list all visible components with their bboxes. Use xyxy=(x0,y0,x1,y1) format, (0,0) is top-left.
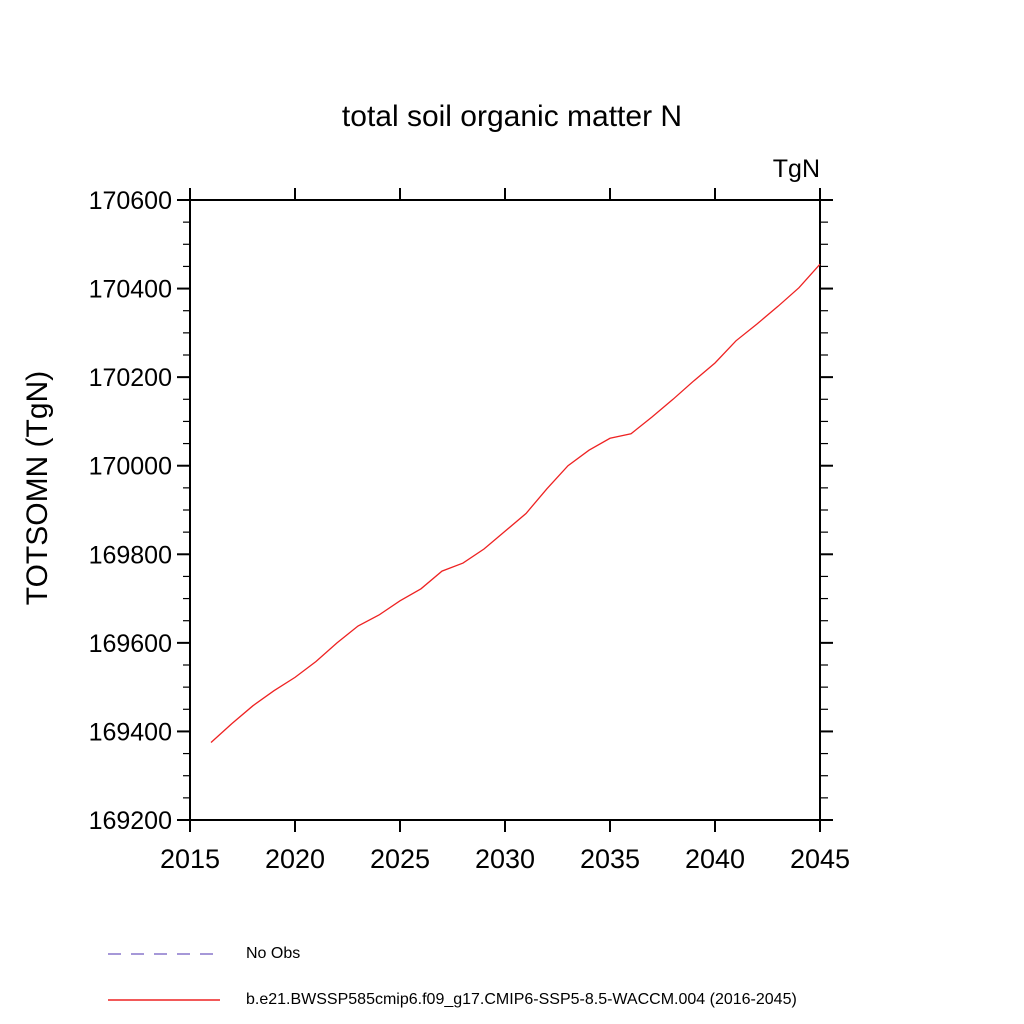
legend-item-no-obs: No Obs xyxy=(108,944,300,964)
x-tick-label: 2045 xyxy=(790,844,850,874)
legend-line-solid xyxy=(108,999,220,1001)
x-tick-label: 2035 xyxy=(580,844,640,874)
y-tick-label: 170200 xyxy=(89,364,172,392)
plot-frame xyxy=(189,199,821,821)
y-tick-label: 169400 xyxy=(89,718,172,746)
chart-title: total soil organic matter N xyxy=(341,100,683,133)
y-tick-label: 170000 xyxy=(89,453,172,481)
y-tick-label: 169600 xyxy=(89,630,172,658)
x-tick-label: 2020 xyxy=(265,844,325,874)
legend-label: No Obs xyxy=(246,945,301,962)
units-label: TgN xyxy=(772,155,820,183)
y-tick-label: 170600 xyxy=(89,187,172,215)
series-line xyxy=(210,263,821,743)
x-tick-label: 2025 xyxy=(370,844,430,874)
x-tick-label: 2015 xyxy=(160,844,220,874)
x-tick-label: 2040 xyxy=(685,844,745,874)
y-tick-label: 169800 xyxy=(89,541,172,569)
legend-item-case: b.e21.BWSSP585cmip6.f09_g17.CMIP6-SSP5-8… xyxy=(108,990,797,1010)
legend-line-dashed xyxy=(108,953,220,955)
x-tick-label: 2030 xyxy=(475,844,535,874)
legend-label: b.e21.BWSSP585cmip6.f09_g17.CMIP6-SSP5-8… xyxy=(246,991,797,1008)
y-tick-label: 170400 xyxy=(89,276,172,304)
y-tick-label: 169200 xyxy=(89,807,172,835)
